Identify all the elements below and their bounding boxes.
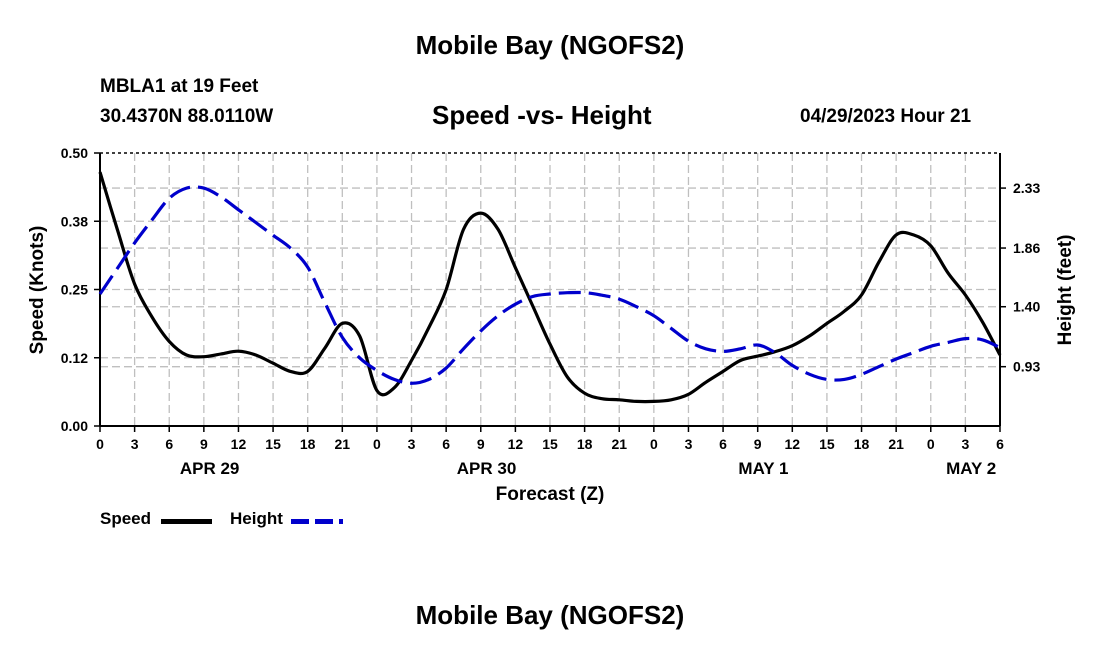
x-tick-label: 9 [200,436,208,452]
x-tick-label: 6 [165,436,173,452]
y2-tick-label: 2.33 [1013,180,1040,196]
y-tick-label: 0.12 [61,350,88,366]
y-tick-label: 0.50 [61,145,88,161]
x-tick-label: 3 [961,436,969,452]
x-tick-label: 3 [408,436,416,452]
x-tick-label: 0 [96,436,104,452]
y2-tick-label: 1.86 [1013,240,1040,256]
x-tick-label: 12 [508,436,524,452]
date-label: APR 30 [457,459,517,478]
x-tick-label: 0 [927,436,935,452]
station-label: MBLA1 at 19 Feet [100,76,259,97]
x-tick-label: 9 [477,436,485,452]
y-tick-label: 0.25 [61,282,88,298]
date-label: MAY 2 [946,459,996,478]
legend-speed-label: Speed [100,509,152,528]
footer-title: Mobile Bay (NGOFS2) [415,600,685,630]
x-tick-label: 3 [685,436,693,452]
x-tick-label: 18 [854,436,870,452]
x-tick-label: 15 [265,436,281,452]
y2-tick-label: 0.93 [1013,359,1040,375]
legend-height-label: Height [230,509,283,528]
y-tick-label: 0.38 [61,213,88,229]
date-label: MAY 1 [738,459,788,478]
x-tick-label: 18 [300,436,316,452]
y2-axis-title: Height (feet) [1055,235,1076,346]
x-tick-label: 6 [996,436,1004,452]
x-tick-label: 6 [442,436,450,452]
x-axis-title: Forecast (Z) [496,484,605,505]
series-line-height [98,185,1001,385]
x-tick-label: 0 [373,436,381,452]
station-coordinates: 30.4370N 88.0110W [100,106,274,127]
y2-tick-label: 1.40 [1013,299,1040,315]
x-tick-label: 12 [785,436,801,452]
chart-subtitle: Speed -vs- Height [432,100,652,130]
x-tick-label: 3 [131,436,139,452]
x-tick-label: 21 [335,436,351,452]
forecast-timestamp: 04/29/2023 Hour 21 [800,106,972,127]
x-tick-label: 12 [231,436,247,452]
y-tick-label: 0.00 [61,418,88,434]
x-tick-label: 21 [888,436,904,452]
x-tick-label: 18 [577,436,593,452]
x-tick-label: 15 [542,436,558,452]
x-tick-label: 21 [611,436,627,452]
y-axis-title: Speed (Knots) [27,226,48,355]
date-label: APR 29 [180,459,240,478]
x-tick-label: 9 [754,436,762,452]
series-line-speed [98,171,1002,404]
legend-speed-swatch [161,519,212,524]
x-tick-label: 0 [650,436,658,452]
page-title: Mobile Bay (NGOFS2) [415,30,685,60]
legend-height-swatch [291,519,343,524]
x-tick-label: 6 [719,436,727,452]
x-tick-label: 15 [819,436,835,452]
